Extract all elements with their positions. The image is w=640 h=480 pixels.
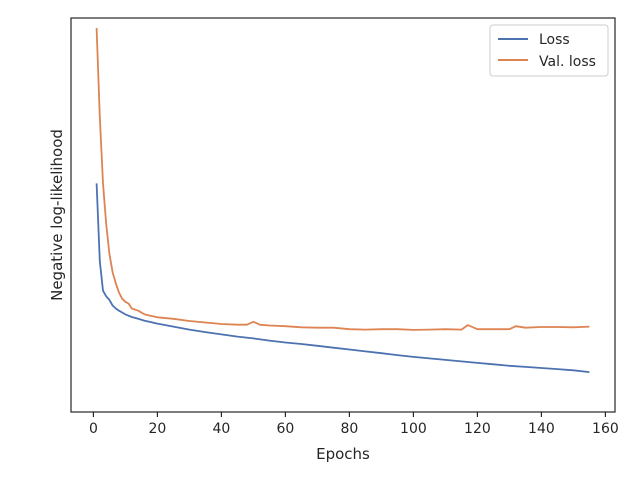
series-layer: [95, 27, 590, 373]
x-tick-label: 140: [528, 421, 555, 437]
x-tick-label: 40: [212, 421, 230, 437]
x-tick-label: 60: [276, 421, 294, 437]
legend-label-val-loss: Val. loss: [539, 54, 596, 70]
x-tick-label: 100: [400, 421, 427, 437]
series-line-val-loss: [95, 27, 590, 331]
legend-label-loss: Loss: [539, 32, 570, 48]
x-axis-label: Epochs: [316, 445, 370, 463]
x-tick-label: 160: [592, 421, 619, 437]
x-tick-label: 0: [89, 421, 98, 437]
series-line-loss: [95, 183, 590, 373]
plot-frame: [70, 17, 616, 413]
y-axis-label: Negative log-likelihood: [48, 129, 66, 301]
x-axis-ticks: 0 20 40 60 80 100 120 140 160: [89, 412, 619, 437]
x-tick-label: 20: [148, 421, 166, 437]
x-tick-label: 80: [340, 421, 358, 437]
legend-box: [489, 24, 609, 77]
legend: Loss Val. loss: [489, 24, 609, 77]
x-tick-label: 120: [464, 421, 491, 437]
